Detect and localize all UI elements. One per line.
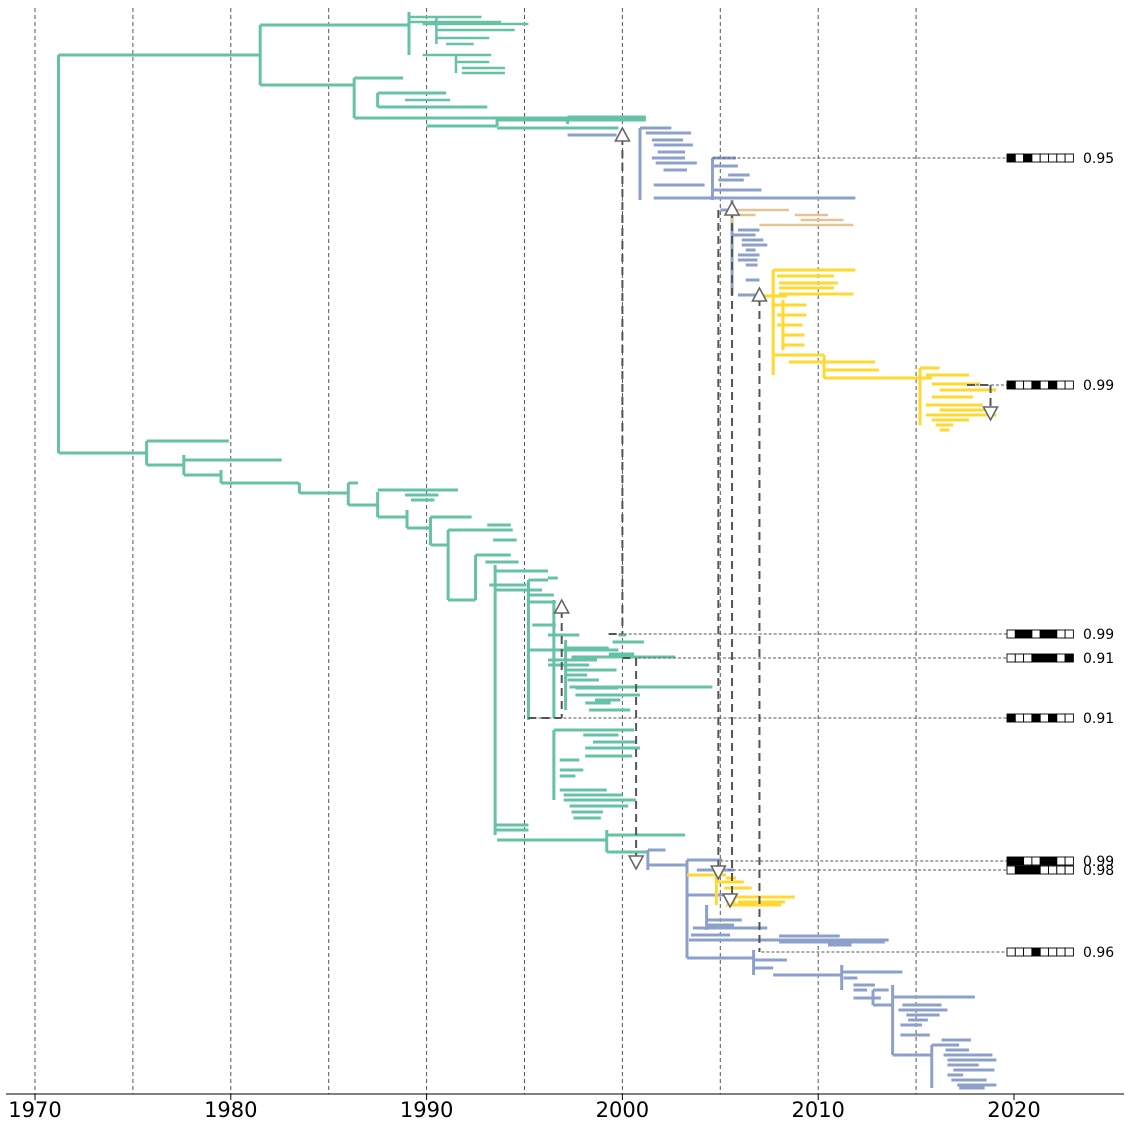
support-cell-6-7 xyxy=(1064,865,1074,875)
x-tick-label: 1990 xyxy=(400,1098,453,1122)
support-cell-3-6 xyxy=(1056,653,1066,663)
support-cell-7-0 xyxy=(1006,947,1016,957)
support-cell-0-7 xyxy=(1064,153,1074,163)
support-cell-4-2 xyxy=(1023,713,1033,723)
support-cell-1-7 xyxy=(1064,380,1074,390)
migration-marker-down-5 xyxy=(627,855,645,871)
support-cell-1-4 xyxy=(1039,380,1049,390)
support-cell-1-1 xyxy=(1014,380,1025,390)
support-cell-3-4 xyxy=(1039,653,1049,663)
support-cell-0-2 xyxy=(1023,153,1033,163)
support-value-label: 0.95 xyxy=(1083,151,1114,167)
support-cell-6-1 xyxy=(1014,865,1025,875)
support-cell-7-5 xyxy=(1048,947,1058,957)
support-cell-0-5 xyxy=(1048,153,1058,163)
support-value-label: 0.99 xyxy=(1083,854,1114,870)
support-cell-6-2 xyxy=(1023,865,1033,875)
support-cell-5-0 xyxy=(1006,856,1016,866)
support-cell-2-3 xyxy=(1031,629,1041,639)
support-cell-4-4 xyxy=(1039,713,1049,723)
migration-marker-down-4 xyxy=(982,406,999,422)
support-cell-5-1 xyxy=(1014,856,1025,866)
x-axis-ticks: 1970 1980 1990 2000 2010 2020 xyxy=(8,1094,1041,1122)
support-cell-2-2 xyxy=(1023,629,1033,639)
support-cell-5-2 xyxy=(1023,856,1033,866)
support-cell-7-3 xyxy=(1031,947,1041,957)
migration-marker-down-7 xyxy=(721,893,739,909)
support-cell-2-0 xyxy=(1006,629,1016,639)
support-cell-1-0 xyxy=(1006,380,1016,390)
support-cell-0-6 xyxy=(1056,153,1066,163)
support-value-label: 0.99 xyxy=(1083,627,1114,643)
migration-marker-down-6 xyxy=(710,865,727,881)
year-gridlines xyxy=(34,8,917,1094)
support-value-label: 0.99 xyxy=(1083,378,1114,394)
support-cell-2-4 xyxy=(1039,629,1049,639)
support-cell-7-6 xyxy=(1056,947,1066,957)
x-tick-label: 1970 xyxy=(8,1098,61,1122)
support-cell-4-3 xyxy=(1031,713,1041,723)
support-cell-7-2 xyxy=(1023,947,1033,957)
support-cell-6-5 xyxy=(1048,865,1058,875)
support-cell-2-7 xyxy=(1064,629,1074,639)
support-cell-5-4 xyxy=(1039,856,1049,866)
support-cell-6-6 xyxy=(1056,865,1066,875)
support-cell-3-7 xyxy=(1064,653,1074,663)
migration-marker-up-3 xyxy=(553,598,571,614)
support-cell-7-7 xyxy=(1064,947,1074,957)
support-cell-3-2 xyxy=(1023,653,1033,663)
support-cell-2-1 xyxy=(1014,629,1025,639)
support-cell-4-0 xyxy=(1006,713,1016,723)
support-cell-1-2 xyxy=(1023,380,1033,390)
support-cell-2-6 xyxy=(1056,629,1066,639)
support-value-label: 0.96 xyxy=(1083,945,1114,961)
x-tick-label: 2000 xyxy=(596,1098,649,1122)
support-cell-0-1 xyxy=(1014,153,1025,163)
support-cell-5-6 xyxy=(1056,856,1066,866)
support-cell-3-1 xyxy=(1014,653,1025,663)
support-cell-4-1 xyxy=(1014,713,1025,723)
support-cell-3-5 xyxy=(1048,653,1058,663)
support-cell-0-3 xyxy=(1031,153,1041,163)
support-cell-5-5 xyxy=(1048,856,1058,866)
support-cell-6-3 xyxy=(1031,865,1041,875)
support-cell-4-7 xyxy=(1064,713,1074,723)
support-cell-4-6 xyxy=(1056,713,1066,723)
support-cell-6-4 xyxy=(1039,865,1049,875)
support-cell-3-0 xyxy=(1006,653,1016,663)
migration-marker-up-0 xyxy=(614,126,631,142)
support-cell-5-3 xyxy=(1031,856,1041,866)
migration-connectors xyxy=(528,126,999,952)
migration-marker-up-2 xyxy=(751,286,768,302)
support-cell-1-3 xyxy=(1031,380,1041,390)
support-cell-6-0 xyxy=(1006,865,1016,875)
support-cell-4-5 xyxy=(1048,713,1058,723)
x-tick-label: 2010 xyxy=(791,1098,844,1122)
support-cell-0-0 xyxy=(1006,153,1016,163)
migration-marker-up-1 xyxy=(723,200,741,216)
tree-branches xyxy=(56,12,997,1090)
support-value-label: 0.91 xyxy=(1083,711,1114,727)
support-annotations: 0.950.990.990.910.910.990.980.96 xyxy=(528,151,1114,961)
support-cell-5-7 xyxy=(1064,856,1074,866)
support-cell-7-1 xyxy=(1014,947,1025,957)
support-cell-7-4 xyxy=(1039,947,1049,957)
support-value-label: 0.91 xyxy=(1083,651,1114,667)
support-cell-2-5 xyxy=(1048,629,1058,639)
x-tick-label: 1980 xyxy=(204,1098,257,1122)
support-value-label: 0.98 xyxy=(1083,863,1114,879)
x-tick-label: 2020 xyxy=(987,1098,1040,1122)
support-cell-1-6 xyxy=(1056,380,1066,390)
support-cell-3-3 xyxy=(1031,653,1041,663)
support-cell-0-4 xyxy=(1039,153,1049,163)
support-cell-1-5 xyxy=(1048,380,1058,390)
